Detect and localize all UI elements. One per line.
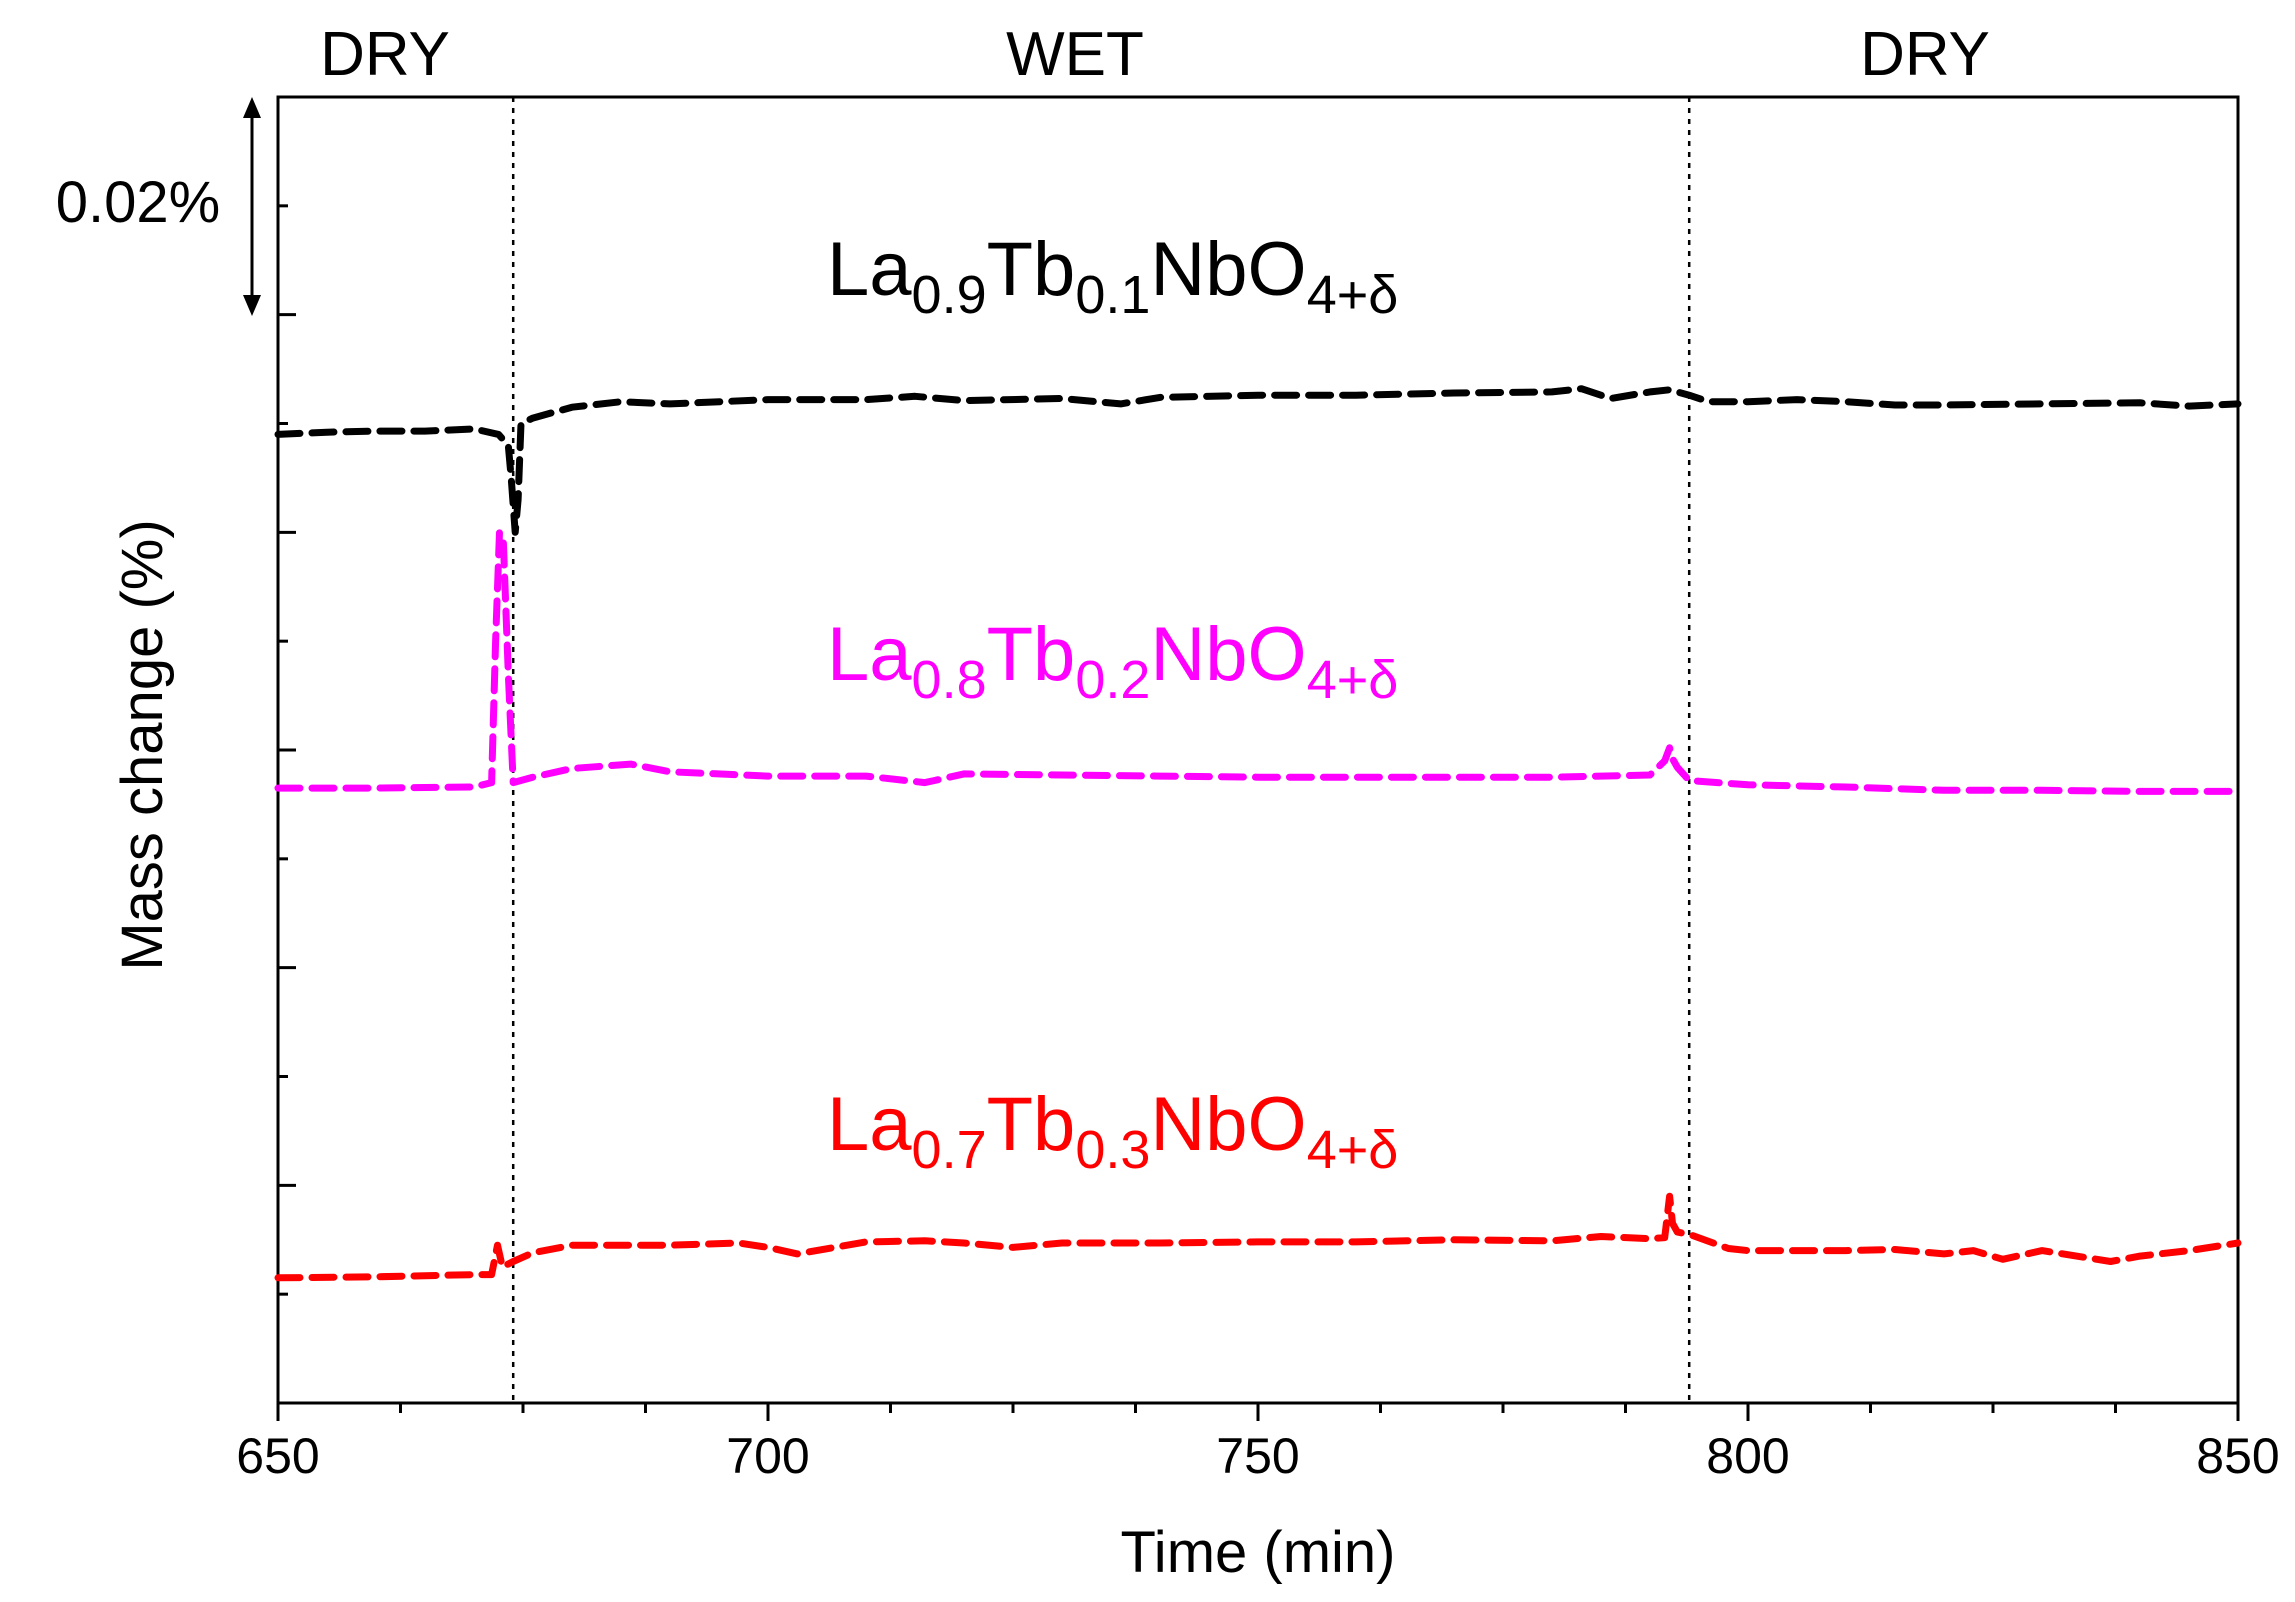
x-tick-label: 850	[2196, 1428, 2279, 1484]
formula-subscript: 0.9	[912, 265, 987, 325]
formula-element: Tb	[987, 612, 1076, 697]
series-line-1	[274, 385, 2242, 536]
formula-element: La	[827, 1082, 912, 1167]
formula-subscript: 0.2	[1075, 650, 1150, 710]
formula-element: La	[827, 227, 912, 312]
formula-subscript: 4+δ	[1307, 265, 1399, 325]
series-label-la07: La0.7Tb0.3NbO4+δ	[827, 1082, 1398, 1180]
formula-element: NbO	[1150, 612, 1306, 697]
formula-subscript: 0.1	[1075, 265, 1150, 325]
x-tick-label: 750	[1216, 1428, 1299, 1484]
formula-element: La	[827, 612, 912, 697]
series-label-la08: La0.8Tb0.2NbO4+δ	[827, 612, 1398, 710]
formula-subscript: 0.3	[1075, 1120, 1150, 1180]
x-tick-label: 700	[726, 1428, 809, 1484]
axis-ticks: 650 700 750 800 850	[236, 204, 2280, 1484]
region-label-dry-1: DRY	[320, 20, 450, 89]
scale-bar-label: 0.02%	[56, 170, 220, 235]
x-tick-label: 800	[1706, 1428, 1789, 1484]
scale-bar-arrow-up	[243, 97, 261, 118]
scale-bar-arrow-down	[243, 295, 261, 316]
region-label-dry-2: DRY	[1860, 20, 1990, 89]
series-lines	[274, 385, 2242, 1282]
formula-subscript: 4+δ	[1307, 1120, 1399, 1180]
scale-bar	[243, 97, 261, 316]
series-line-2	[274, 528, 2242, 795]
x-tick-label: 650	[236, 1428, 319, 1484]
x-axis-title: Time (min)	[1121, 1520, 1396, 1585]
series-line-3	[274, 1192, 2242, 1282]
formula-subscript: 0.8	[912, 650, 987, 710]
region-label-wet: WET	[1006, 20, 1144, 89]
series-label-la09: La0.9Tb0.1NbO4+δ	[827, 227, 1398, 325]
formula-element: NbO	[1150, 1082, 1306, 1167]
formula-element: NbO	[1150, 227, 1306, 312]
y-axis-title: Mass change (%)	[110, 519, 175, 970]
formula-element: Tb	[987, 227, 1076, 312]
formula-subscript: 0.7	[912, 1120, 987, 1180]
formula-subscript: 4+δ	[1307, 650, 1399, 710]
formula-element: Tb	[987, 1082, 1076, 1167]
